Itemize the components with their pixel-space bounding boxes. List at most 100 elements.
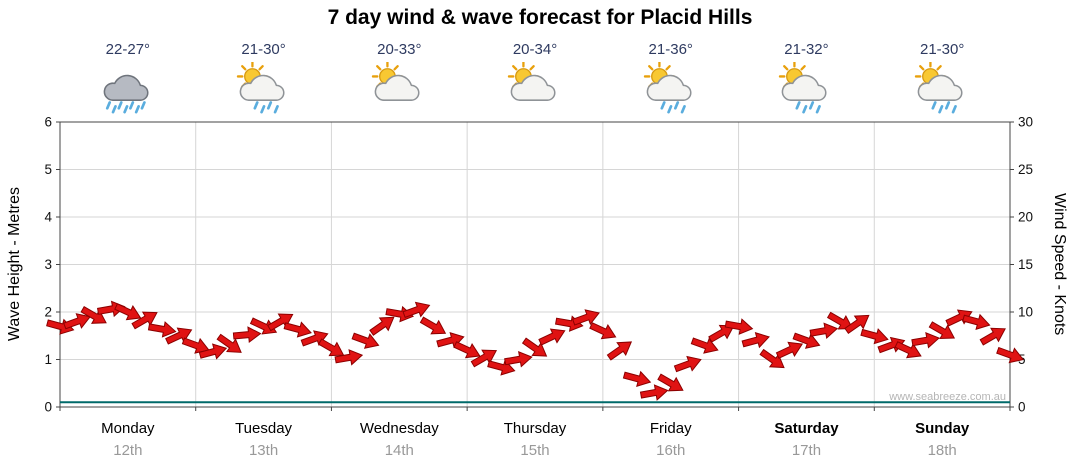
cloud-icon: [510, 74, 556, 101]
wind-arrow: [351, 332, 380, 349]
right-axis-title-text: Wind Speed - Knots: [1051, 193, 1068, 336]
day-name: Friday: [649, 420, 692, 437]
day-temperature: 20-33°: [377, 41, 422, 58]
wind-arrow: [911, 331, 940, 349]
wind-arrow: [165, 327, 193, 345]
sun-cloud-icon: [467, 60, 603, 118]
wind-arrow: [419, 316, 447, 335]
right-tick-label: 15: [1018, 257, 1033, 272]
right-tick-label: 0: [1018, 400, 1026, 415]
rain-drops-icon: [105, 101, 146, 114]
wind-arrow: [979, 327, 1006, 346]
day-temperature: 20-34°: [512, 41, 558, 58]
day-temperature: 21-30°: [241, 41, 286, 58]
left-tick-label: 6: [44, 115, 52, 130]
wind-arrow: [894, 341, 922, 359]
sun-cloud-rain-icon: [196, 60, 332, 118]
left-axis-title-text: Wave Height - Metres: [6, 187, 23, 342]
wind-arrow: [80, 306, 107, 324]
day-temperature: 21-32°: [784, 41, 829, 58]
wind-arrow: [283, 321, 312, 338]
rain-drops-icon: [253, 101, 279, 114]
watermark: www.seabreeze.com.au: [889, 391, 1006, 403]
wind-arrow: [657, 373, 684, 392]
wind-arrow: [589, 322, 617, 340]
axis-ticks: 0123456051015202530: [44, 115, 1033, 415]
wind-arrow: [708, 324, 735, 343]
wind-arrow: [504, 350, 533, 368]
sun-cloud-rain-icon: [874, 60, 1010, 118]
wind-arrow: [198, 343, 228, 360]
right-tick-label: 20: [1018, 210, 1033, 225]
chart-title: 7 day wind & wave forecast for Placid Hi…: [327, 6, 753, 29]
wind-arrow: [572, 309, 600, 326]
wind-arrow: [402, 301, 431, 319]
sun-cloud-rain-icon: [603, 60, 739, 118]
sun-cloud-icon: [331, 60, 467, 118]
wind-arrow: [147, 321, 177, 338]
left-tick-label: 2: [44, 305, 52, 320]
wind-arrow: [369, 316, 395, 336]
day-date: 16th: [656, 442, 686, 459]
wind-arrow-band: [46, 300, 1025, 401]
day-name: Monday: [101, 420, 155, 437]
cloud-icon: [917, 74, 963, 101]
wind-arrow: [453, 341, 481, 359]
cloud-icon: [646, 74, 692, 101]
wind-arrow: [622, 370, 652, 388]
day-date: 17th: [791, 442, 822, 459]
right-tick-label: 10: [1018, 305, 1033, 320]
day-temperature: 21-30°: [919, 41, 965, 58]
wind-arrow: [639, 384, 669, 401]
wind-arrow: [724, 318, 754, 335]
wind-arrow: [792, 332, 821, 349]
cloud-icon: [782, 74, 827, 101]
day-date: 18th: [927, 442, 957, 459]
sun-cloud-rain-icon: [739, 60, 875, 118]
day-name: Sunday: [915, 420, 970, 437]
wind-arrow: [63, 313, 92, 330]
wind-arrow: [962, 313, 991, 331]
cloud-icon: [374, 74, 420, 101]
rain-drops-icon: [931, 101, 958, 114]
day-date: 15th: [520, 442, 550, 459]
wind-arrow: [809, 322, 839, 340]
right-tick-label: 30: [1018, 115, 1033, 130]
left-axis-title: Wave Height - Metres: [0, 122, 30, 407]
left-tick-label: 4: [44, 210, 52, 225]
wind-arrow: [334, 349, 364, 366]
wind-arrow: [775, 341, 804, 359]
rain-cloud-icon: [60, 60, 196, 118]
left-tick-label: 1: [44, 352, 52, 367]
day-name: Tuesday: [235, 420, 293, 437]
day-temperature: 21-36°: [648, 41, 693, 58]
wind-arrow: [232, 326, 262, 344]
cloud-icon: [239, 74, 285, 101]
rain-drops-icon: [795, 101, 822, 114]
wind-arrow: [673, 355, 702, 373]
right-tick-label: 25: [1018, 162, 1033, 177]
rain-drops-icon: [660, 101, 686, 114]
wind-arrow: [996, 346, 1025, 364]
day-date: 12th: [113, 442, 143, 459]
wind-arrow: [606, 341, 633, 361]
day-name: Wednesday: [359, 420, 439, 437]
day-dates-row: 12th 13th 14th 15th 16th 17th 18th: [60, 442, 1010, 459]
gridlines: [60, 122, 1010, 407]
wind-arrow: [538, 328, 566, 346]
left-tick-label: 0: [44, 400, 52, 415]
wind-arrow: [928, 321, 956, 340]
cloud-icon: [103, 74, 149, 101]
wind-arrow: [131, 311, 158, 330]
wind-arrow: [267, 313, 294, 332]
day-names-row: Monday Tuesday Wednesday Thursday Friday Satu…: [60, 420, 1010, 437]
wind-arrow: [114, 303, 142, 321]
day-name: Saturday: [774, 420, 839, 437]
wind-arrow: [216, 333, 242, 353]
right-axis-title: Wind Speed - Knots: [1042, 122, 1076, 407]
day-date: 13th: [248, 442, 279, 459]
weather-icons-row: [60, 60, 1010, 118]
wind-arrow: [470, 349, 498, 368]
wind-arrow: [759, 348, 785, 369]
